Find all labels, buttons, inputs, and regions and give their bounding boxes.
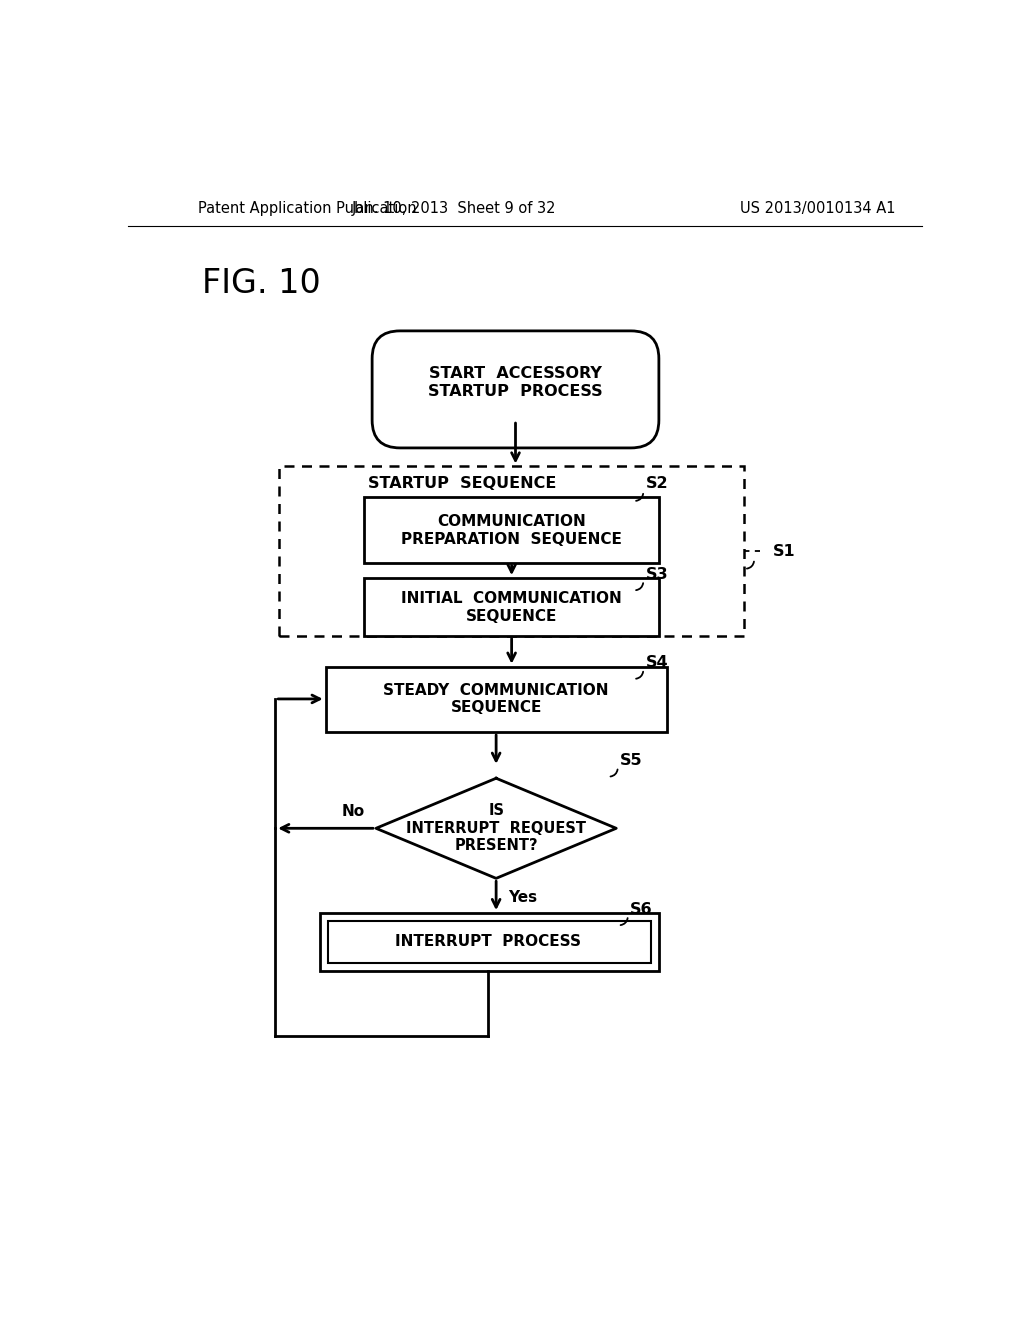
FancyBboxPatch shape: [372, 331, 658, 447]
Text: Jan. 10, 2013  Sheet 9 of 32: Jan. 10, 2013 Sheet 9 of 32: [351, 201, 556, 216]
Text: No: No: [341, 804, 365, 818]
Text: IS
INTERRUPT  REQUEST
PRESENT?: IS INTERRUPT REQUEST PRESENT?: [407, 804, 586, 853]
Text: Yes: Yes: [508, 890, 537, 906]
Text: Patent Application Publication: Patent Application Publication: [198, 201, 417, 216]
Bar: [365, 578, 658, 636]
Text: S1: S1: [773, 544, 796, 558]
Bar: [365, 498, 658, 562]
Text: STEADY  COMMUNICATION
SEQUENCE: STEADY COMMUNICATION SEQUENCE: [383, 682, 609, 715]
Text: S3: S3: [646, 566, 669, 582]
Text: STARTUP  SEQUENCE: STARTUP SEQUENCE: [369, 475, 557, 491]
Bar: [328, 921, 651, 964]
Text: S4: S4: [646, 655, 669, 671]
Text: S6: S6: [630, 902, 653, 916]
Bar: [321, 913, 658, 970]
Text: US 2013/0010134 A1: US 2013/0010134 A1: [740, 201, 896, 216]
Text: INITIAL  COMMUNICATION
SEQUENCE: INITIAL COMMUNICATION SEQUENCE: [401, 591, 622, 623]
Bar: [280, 466, 744, 636]
Text: FIG. 10: FIG. 10: [202, 268, 321, 301]
Text: INTERRUPT  PROCESS: INTERRUPT PROCESS: [395, 935, 582, 949]
Text: S5: S5: [621, 752, 643, 768]
Text: COMMUNICATION
PREPARATION  SEQUENCE: COMMUNICATION PREPARATION SEQUENCE: [401, 513, 622, 546]
Bar: [326, 667, 667, 733]
Text: START  ACCESSORY
STARTUP  PROCESS: START ACCESSORY STARTUP PROCESS: [428, 366, 603, 399]
Text: S2: S2: [646, 475, 669, 491]
